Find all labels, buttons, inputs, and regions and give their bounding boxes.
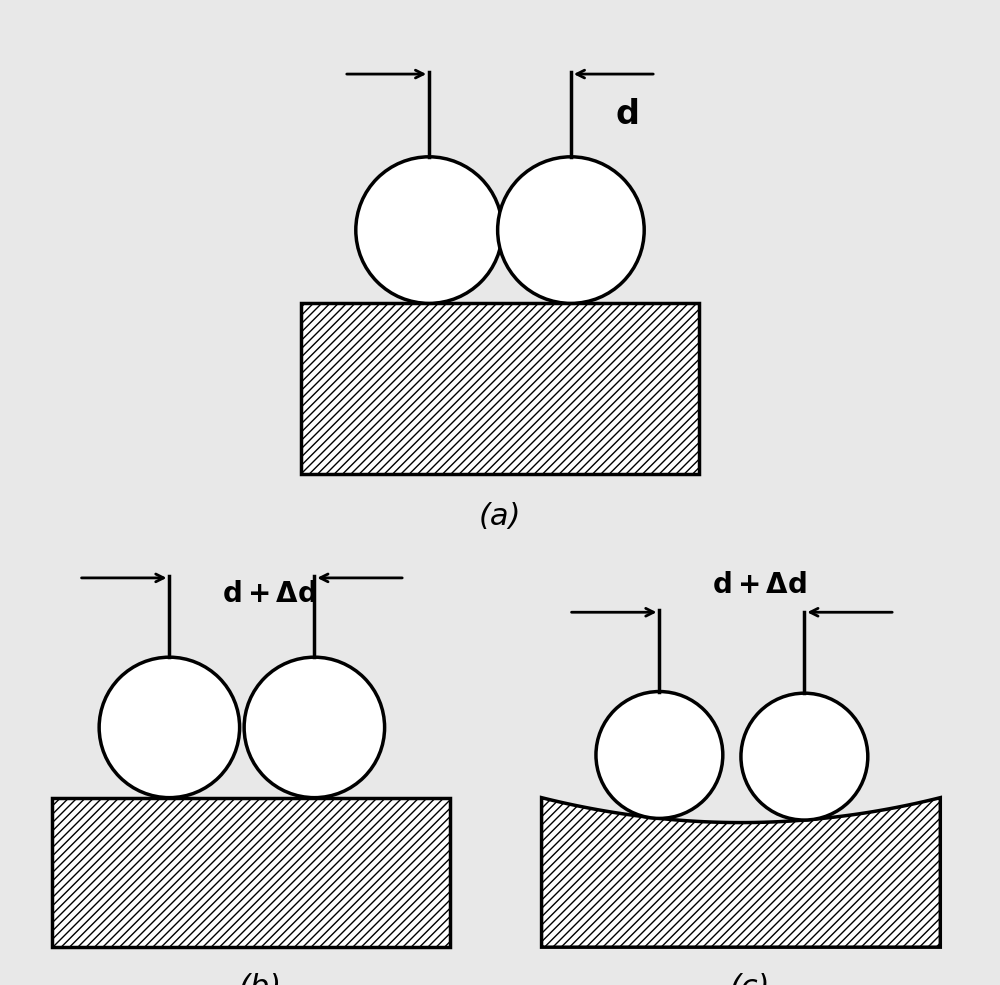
Circle shape [741, 693, 868, 821]
Circle shape [244, 657, 385, 798]
Text: $\mathbf{d+\Delta d}$: $\mathbf{d+\Delta d}$ [712, 570, 807, 599]
Bar [52, 798, 450, 948]
Text: d: d [616, 98, 640, 131]
Text: (c): (c) [730, 973, 770, 985]
Circle shape [99, 657, 240, 798]
Text: (a): (a) [479, 501, 521, 531]
Text: $\mathbf{d+\Delta d}$: $\mathbf{d+\Delta d}$ [222, 580, 317, 608]
Bar [301, 303, 699, 474]
Text: (b): (b) [238, 973, 282, 985]
Circle shape [356, 157, 502, 303]
Circle shape [498, 157, 644, 303]
Polygon shape [542, 798, 940, 948]
Circle shape [596, 691, 723, 819]
